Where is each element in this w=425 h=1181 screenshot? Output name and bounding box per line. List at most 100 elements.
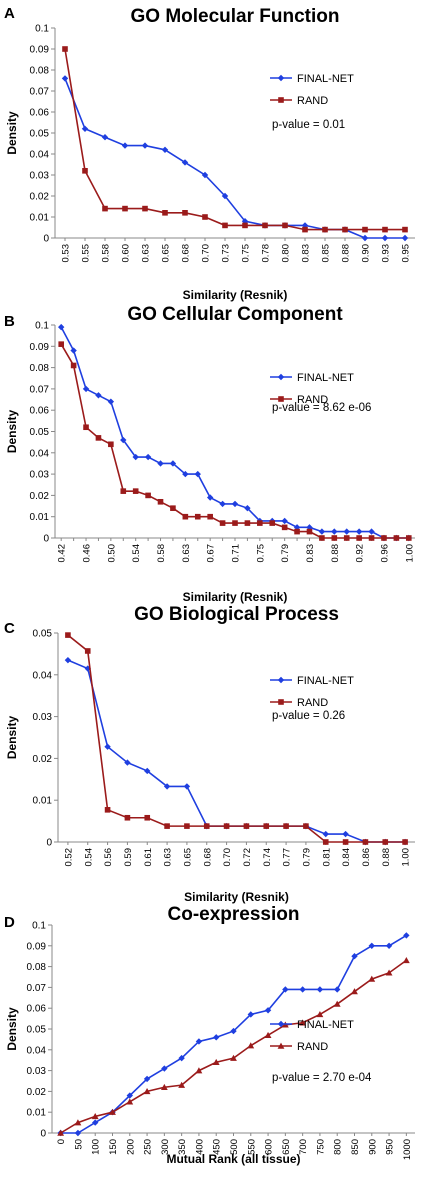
y-tick-label: 0.08 (27, 962, 47, 973)
y-tick-label: 0.02 (30, 192, 50, 203)
y-tick-label: 0.02 (30, 491, 50, 502)
series-line (64, 78, 405, 239)
data-point (57, 1129, 65, 1136)
y-tick-label: 0 (43, 234, 49, 245)
data-point (194, 513, 201, 520)
legend-entry-final-net: FINAL-NET (270, 73, 354, 85)
data-point (178, 1081, 186, 1088)
y-tick-label: 0.03 (30, 171, 50, 182)
data-point (95, 435, 102, 441)
x-tick-label: 0.58 (156, 544, 167, 563)
data-point (142, 205, 148, 212)
data-point (144, 453, 152, 461)
x-tick-label: 0.70 (222, 848, 233, 867)
series-line (67, 634, 406, 843)
y-tick-label: 0.04 (33, 670, 53, 681)
p-value-annotation: p-value = 2.70 e-04 (272, 1072, 372, 1084)
legend-swatch-marker (277, 1042, 285, 1049)
legend-swatch-marker (277, 1020, 285, 1028)
x-tick-label: 650 (281, 1139, 292, 1155)
panel-letter: A (4, 5, 15, 22)
y-tick-label: 0.06 (27, 1004, 47, 1015)
data-point (342, 830, 349, 838)
x-tick-label: 0.77 (282, 848, 293, 867)
data-point (84, 648, 91, 654)
data-point (331, 528, 338, 535)
y-tick-label: 0.06 (30, 108, 50, 119)
y-tick-label: 0.04 (30, 150, 50, 161)
x-tick-label: 200 (125, 1139, 136, 1155)
data-point (293, 524, 301, 531)
x-tick-label: 0.70 (201, 244, 212, 263)
data-point (195, 1067, 203, 1074)
data-point (203, 823, 210, 829)
y-tick-label: 0.08 (30, 66, 50, 77)
chart-panel-a: A GO Molecular Function 0 0.01 0.02 0.03 0.04 0… (4, 5, 415, 302)
data-point (195, 1038, 203, 1045)
data-point (144, 814, 151, 821)
data-point (385, 942, 393, 949)
x-tick-label: 0.79 (280, 544, 291, 563)
x-tick-label: 0.93 (381, 244, 392, 263)
data-point (322, 839, 329, 845)
data-point (82, 385, 90, 393)
x-tick-label: 800 (333, 1139, 344, 1155)
legend-entry-final-net: FINAL-NET (270, 372, 354, 384)
data-point (230, 1054, 237, 1061)
y-tick-label: 0.03 (30, 470, 50, 481)
chart-panel-d: D Co-expression 0 0.01 0.02 0.03 0.04 0.05 0.06 0… (4, 904, 415, 1166)
data-point (132, 488, 139, 494)
y-tick-label: 0.03 (33, 712, 53, 723)
x-tick-label: 750 (315, 1139, 326, 1155)
data-point (257, 520, 263, 526)
y-tick-label: 0 (40, 1129, 46, 1140)
x-tick-label: 300 (160, 1139, 171, 1155)
data-point (222, 222, 228, 229)
data-point (178, 1054, 185, 1062)
x-tick-label: 0.42 (57, 544, 68, 563)
data-point (244, 504, 251, 512)
data-point (157, 498, 164, 505)
data-point (343, 528, 350, 535)
chart-panel-b: B GO Cellular Component 0 0.01 0.02 0.03 0.04 0… (4, 304, 415, 604)
data-point (58, 341, 65, 347)
x-tick-label: 0.68 (181, 244, 192, 263)
data-point (368, 975, 376, 982)
data-point (194, 470, 201, 478)
x-tick-label: 0.75 (241, 244, 252, 263)
data-point (402, 956, 410, 964)
data-point (162, 210, 168, 216)
legend-swatch-marker (277, 373, 285, 381)
data-point (316, 986, 324, 993)
data-point (382, 226, 388, 233)
data-point (322, 226, 328, 233)
data-point (124, 814, 131, 821)
data-point (302, 226, 308, 233)
data-point (120, 488, 127, 494)
data-point (104, 807, 111, 813)
x-tick-label: 0.58 (101, 244, 112, 263)
y-tick-label: 0.03 (27, 1066, 47, 1077)
x-tick-label: 0.63 (163, 848, 174, 867)
y-tick-label: 0.02 (33, 754, 53, 765)
x-tick-label: 0.75 (255, 544, 266, 563)
data-point (74, 1129, 82, 1137)
data-point (219, 500, 226, 508)
data-point (132, 453, 139, 461)
data-point (184, 823, 190, 829)
data-point (242, 222, 248, 229)
x-tick-label: 100 (91, 1139, 102, 1155)
data-point (219, 520, 226, 526)
x-tick-label: 950 (385, 1139, 396, 1155)
data-point (164, 823, 170, 829)
legend-label: FINAL-NET (297, 675, 354, 687)
x-tick-label: 0.71 (231, 544, 242, 563)
data-point (183, 783, 191, 790)
x-tick-label: 0.85 (321, 244, 332, 263)
data-point (303, 823, 309, 829)
x-tick-label: 0.95 (401, 244, 412, 263)
chart-title: GO Molecular Function (130, 6, 339, 27)
data-point (124, 759, 131, 766)
data-point (213, 1034, 220, 1041)
panel-letter: B (4, 313, 15, 330)
